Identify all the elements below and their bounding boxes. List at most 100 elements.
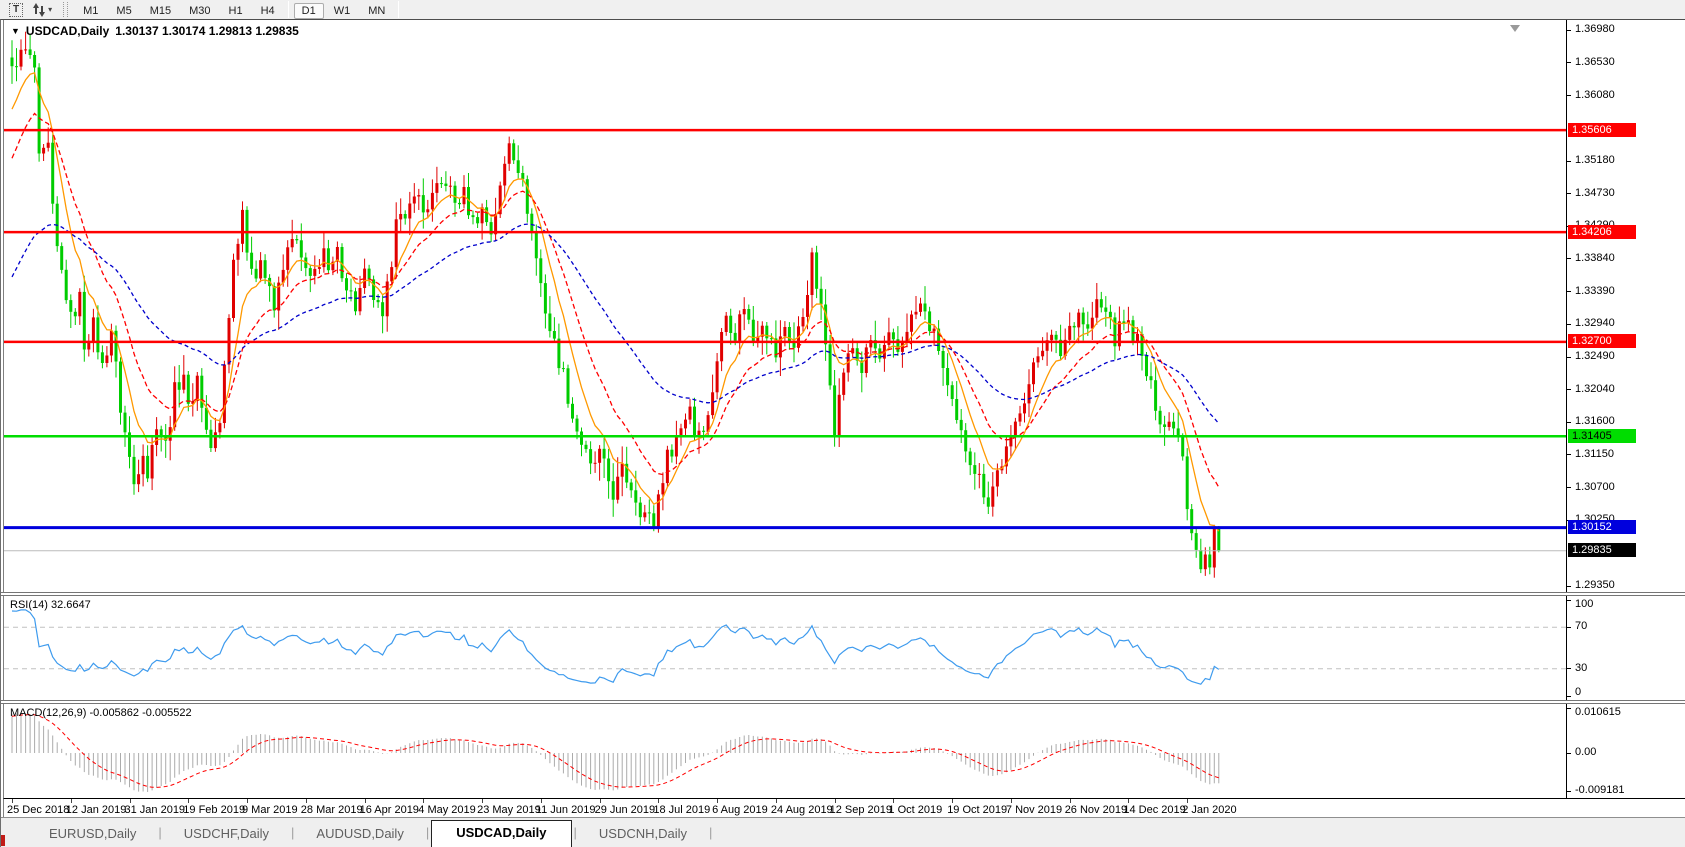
date-tick-mark xyxy=(599,799,601,803)
price-tick-label: 1.32040 xyxy=(1575,382,1615,395)
level-price-tag: 1.35606 xyxy=(1568,122,1636,137)
tab-usdchf[interactable]: USDCHF,Daily xyxy=(183,826,270,841)
text-tool-button[interactable]: T xyxy=(6,2,26,18)
collapse-icon[interactable]: ▼ xyxy=(11,26,20,36)
date-tick-mark xyxy=(1069,799,1071,803)
macd-axis[interactable]: 0.010615 0.00 -0.009181 xyxy=(1566,704,1685,798)
macd-plot[interactable] xyxy=(4,704,1566,798)
date-tick-mark xyxy=(893,799,895,803)
date-tick-mark xyxy=(129,799,131,803)
macd-values: -0.005862 -0.005522 xyxy=(89,707,192,719)
date-tick-mark xyxy=(364,799,366,803)
price-tick-mark xyxy=(1567,291,1571,293)
chart-ohlc-values: 1.30137 1.30174 1.29813 1.29835 xyxy=(115,24,299,38)
panel-splitter[interactable] xyxy=(1,700,1685,704)
date-tick-mark xyxy=(540,799,542,803)
date-tick-mark xyxy=(247,799,248,803)
price-tick-label: 1.32490 xyxy=(1575,350,1615,363)
price-tick-label: 1.29350 xyxy=(1575,579,1615,591)
macd-tick-label: 0.00 xyxy=(1575,746,1597,758)
date-tick-mark xyxy=(834,799,836,803)
rsi-tick-mark xyxy=(1567,599,1571,601)
panel-splitter[interactable] xyxy=(1,592,1685,596)
timeframe-button-m15[interactable]: M15 xyxy=(149,4,172,17)
date-label: 12 Jan 2019 xyxy=(65,804,127,816)
chevron-down-icon[interactable]: ▾ xyxy=(48,5,53,14)
date-tick-mark xyxy=(717,799,719,803)
chart-window: ▼ USDCAD,Daily 1.30137 1.30174 1.29813 1… xyxy=(0,19,1685,847)
price-chart-plot[interactable] xyxy=(4,20,1566,592)
tab-eurusd[interactable]: EURUSD,Daily xyxy=(49,826,137,841)
price-tick-mark xyxy=(1567,258,1571,260)
tab-separator: | xyxy=(425,825,430,840)
tab-audusd[interactable]: AUDUSD,Daily xyxy=(316,826,404,841)
timeframe-button-m5[interactable]: M5 xyxy=(116,4,132,17)
current-price-tag: 1.29835 xyxy=(1568,543,1636,558)
price-tick-label: 1.36080 xyxy=(1575,88,1615,101)
price-tick-mark xyxy=(1567,454,1571,456)
rsi-plot[interactable] xyxy=(4,596,1566,700)
date-label: 26 Nov 2019 xyxy=(1064,804,1128,816)
date-label: 2 Jan 2020 xyxy=(1182,804,1237,816)
date-label: 9 Mar 2019 xyxy=(242,804,298,816)
moving-average-48[interactable] xyxy=(11,223,1220,425)
date-tick-mark xyxy=(423,799,425,803)
tab-separator: | xyxy=(291,825,295,840)
price-tick-label: 1.35180 xyxy=(1575,154,1615,167)
date-label: 18 Jul 2019 xyxy=(653,804,711,816)
chart-title: ▼ USDCAD,Daily 1.30137 1.30174 1.29813 1… xyxy=(11,24,299,38)
date-tick-mark xyxy=(1128,799,1130,803)
price-tick-mark xyxy=(1567,160,1571,162)
tab-separator: | xyxy=(709,825,713,840)
rsi-value: 32.6647 xyxy=(50,599,91,611)
moving-average-17[interactable] xyxy=(11,112,1220,488)
date-tick-mark xyxy=(188,799,190,803)
tab-usdcad[interactable]: USDCAD,Daily xyxy=(431,820,572,847)
date-label: 4 May 2019 xyxy=(418,804,476,816)
price-tick-mark xyxy=(1567,585,1571,587)
date-label: 1 Oct 2019 xyxy=(888,804,943,816)
macd-tick-label: -0.009181 xyxy=(1575,784,1625,796)
arrows-tool-button[interactable]: ▾ xyxy=(28,2,55,18)
toolbar-separator xyxy=(287,0,289,18)
date-label: 24 Aug 2019 xyxy=(770,804,833,816)
price-tick-mark xyxy=(1567,323,1571,325)
toolbar-grip[interactable] xyxy=(63,2,69,17)
scroll-end-marker[interactable] xyxy=(1510,25,1520,32)
timeframe-button-mn[interactable]: MN xyxy=(368,4,386,17)
macd-tick-mark xyxy=(1567,707,1571,709)
rsi-panel: RSI(14) 32.6647 100 70 30 0 xyxy=(3,596,1685,700)
moving-average-8[interactable] xyxy=(11,71,1220,532)
timeframe-button-d1[interactable]: D1 xyxy=(293,2,324,19)
date-tick-mark xyxy=(1187,799,1189,803)
price-tick-label: 1.34730 xyxy=(1575,186,1615,199)
price-tick-label: 1.31600 xyxy=(1575,415,1615,428)
date-label: 12 Sep 2019 xyxy=(829,804,892,816)
level-price-tag: 1.30152 xyxy=(1568,520,1636,535)
tab-separator: | xyxy=(158,825,162,840)
rsi-tick-mark xyxy=(1567,695,1571,697)
toolbar-separator xyxy=(398,0,400,18)
date-label: 31 Jan 2019 xyxy=(124,804,186,816)
date-tick-mark xyxy=(952,799,954,803)
timeframe-button-m1[interactable]: M1 xyxy=(83,4,99,17)
date-label: 7 Nov 2019 xyxy=(1005,804,1063,816)
price-tick-mark xyxy=(1567,95,1571,97)
timeframe-button-m30[interactable]: M30 xyxy=(189,4,211,17)
date-axis[interactable]: 25 Dec 2018 12 Jan 2019 31 Jan 2019 19 Feb … xyxy=(3,798,1685,818)
price-tick-mark xyxy=(1567,62,1571,64)
price-axis[interactable]: 1.36980 1.36530 1.36080 1.35180 1.34730 1.342… xyxy=(1566,20,1685,592)
price-tick-label: 1.36530 xyxy=(1575,55,1615,68)
tab-usdcnh[interactable]: USDCNH,Daily xyxy=(598,826,688,841)
date-tick-mark xyxy=(658,799,660,803)
date-tick-mark xyxy=(482,799,484,803)
rsi-tick-label: 70 xyxy=(1575,620,1588,633)
toolbar: T ▾ M1 M5 M15 M30 H1 H4 D1 W1 MN xyxy=(0,0,1685,19)
timeframe-button-w1[interactable]: W1 xyxy=(333,4,351,17)
timeframe-button-h1[interactable]: H1 xyxy=(228,4,243,17)
price-tick-label: 1.30700 xyxy=(1575,480,1615,493)
rsi-tick-label: 0 xyxy=(1575,686,1582,698)
rsi-axis[interactable]: 100 70 30 0 xyxy=(1566,596,1685,700)
timeframe-button-h4[interactable]: H4 xyxy=(260,4,275,17)
macd-signal-line xyxy=(11,714,1219,788)
